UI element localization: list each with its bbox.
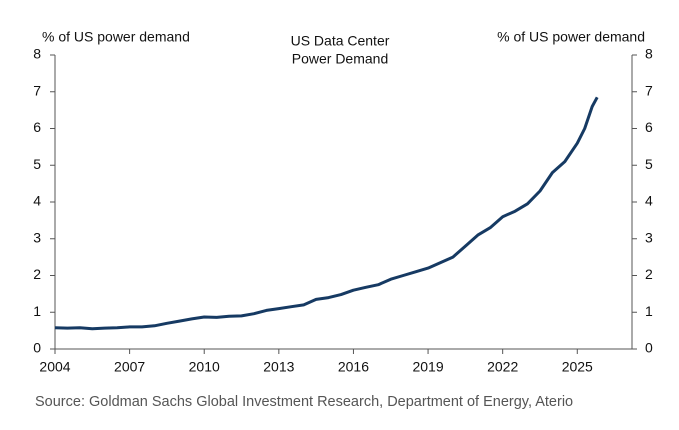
y2-tick-label: 4 [645, 193, 653, 209]
y2-tick-label: 8 [645, 46, 653, 62]
y2-tick-label: 2 [645, 266, 653, 282]
y2-tick-label: 3 [645, 229, 653, 245]
source-note: Source: Goldman Sachs Global Investment … [35, 394, 573, 410]
x-tick-label: 2025 [562, 359, 593, 375]
y2-axis-label: % of US power demand [497, 29, 645, 45]
y-tick-label: 8 [33, 46, 41, 62]
x-tick-label: 2022 [487, 359, 518, 375]
y-tick-label: 7 [33, 82, 41, 98]
y-tick-label: 2 [33, 266, 41, 282]
x-tick-label: 2016 [338, 359, 369, 375]
y-axis-label: % of US power demand [42, 29, 190, 45]
chart-title: Power Demand [292, 51, 389, 67]
y-tick-label: 0 [33, 340, 41, 356]
x-tick-label: 2004 [39, 359, 70, 375]
y2-tick-label: 7 [645, 82, 653, 98]
y2-tick-label: 1 [645, 303, 653, 319]
y-tick-label: 3 [33, 229, 41, 245]
x-tick-label: 2007 [114, 359, 145, 375]
chart-title: US Data Center [291, 33, 390, 49]
y-tick-label: 6 [33, 119, 41, 135]
y-tick-label: 4 [33, 193, 41, 209]
data-line [54, 96, 599, 331]
x-tick-label: 2013 [263, 359, 294, 375]
y2-tick-label: 5 [645, 156, 653, 172]
x-tick-label: 2010 [189, 359, 220, 375]
x-tick-label: 2019 [412, 359, 443, 375]
y-tick-label: 1 [33, 303, 41, 319]
y2-tick-label: 6 [645, 119, 653, 135]
y-tick-label: 5 [33, 156, 41, 172]
y2-tick-label: 0 [645, 340, 653, 356]
